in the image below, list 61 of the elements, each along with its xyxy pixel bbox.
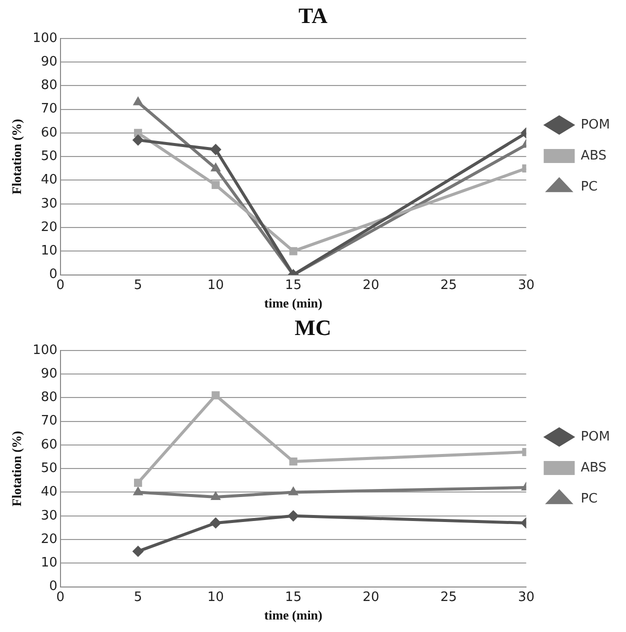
x-tick-label: 25 xyxy=(440,590,457,605)
point xyxy=(134,478,142,487)
x-tick-label: 10 xyxy=(207,590,224,605)
y-tick-label: 80 xyxy=(40,78,58,94)
y-tick-label: 20 xyxy=(40,532,58,547)
y-tick-label: 40 xyxy=(40,484,58,500)
x-axis-title: time (min) xyxy=(264,608,322,623)
y-tick-label: 0 xyxy=(49,267,58,282)
point xyxy=(212,391,220,400)
point xyxy=(210,162,221,172)
y-tick-label: 10 xyxy=(40,244,58,259)
y-tick-label: 30 xyxy=(40,508,58,524)
chart-title: MC xyxy=(294,314,332,340)
point xyxy=(133,486,143,496)
point xyxy=(210,517,222,528)
x-tick-label: 10 xyxy=(207,278,224,293)
legend-label: ABS xyxy=(580,460,607,476)
x-tick-label: 30 xyxy=(518,278,534,293)
y-tick-label: 100 xyxy=(32,30,58,46)
y-tick-label: 10 xyxy=(40,556,58,571)
x-axis-title: time (min) xyxy=(264,296,322,311)
y-tick-label: 0 xyxy=(49,579,58,594)
y-axis-title: Flotation (%) xyxy=(9,430,24,506)
point xyxy=(288,510,299,522)
x-tick-label: 30 xyxy=(518,590,534,605)
x-tick-label: 20 xyxy=(362,590,380,605)
point xyxy=(210,144,222,156)
legend-label: ABS xyxy=(580,148,607,164)
y-tick-label: 20 xyxy=(40,220,58,235)
legend-label: PC xyxy=(580,491,598,506)
point xyxy=(210,491,221,500)
x-tick-label: 15 xyxy=(285,590,302,605)
y-tick-label: 50 xyxy=(40,148,58,164)
y-tick-label: 70 xyxy=(40,102,58,117)
y-tick-label: 90 xyxy=(40,54,58,70)
y-tick-label: 60 xyxy=(40,125,58,140)
y-axis-title: Flotation (%) xyxy=(9,118,24,194)
y-tick-label: 60 xyxy=(40,437,58,452)
y-tick-label: 100 xyxy=(32,342,58,358)
point xyxy=(289,247,298,256)
point xyxy=(212,180,220,190)
x-tick-label: 20 xyxy=(362,278,380,293)
legend-label: POM xyxy=(580,117,610,132)
y-tick-label: 70 xyxy=(40,414,58,429)
y-tick-label: 30 xyxy=(40,196,58,212)
legend-label: POM xyxy=(580,429,610,444)
point xyxy=(132,134,144,146)
legend-label: PC xyxy=(580,179,598,194)
x-tick-label: 25 xyxy=(440,278,457,293)
y-tick-label: 40 xyxy=(40,172,58,188)
y-tick-label: 90 xyxy=(40,366,58,382)
y-tick-label: 80 xyxy=(40,390,58,406)
x-tick-label: 15 xyxy=(285,278,302,293)
y-tick-label: 50 xyxy=(40,460,58,476)
chart-title: TA xyxy=(298,2,328,28)
point xyxy=(133,96,143,106)
point xyxy=(132,546,144,557)
x-tick-label: 5 xyxy=(134,278,142,293)
point xyxy=(288,486,298,496)
x-tick-label: 5 xyxy=(134,590,142,605)
point xyxy=(289,457,298,466)
